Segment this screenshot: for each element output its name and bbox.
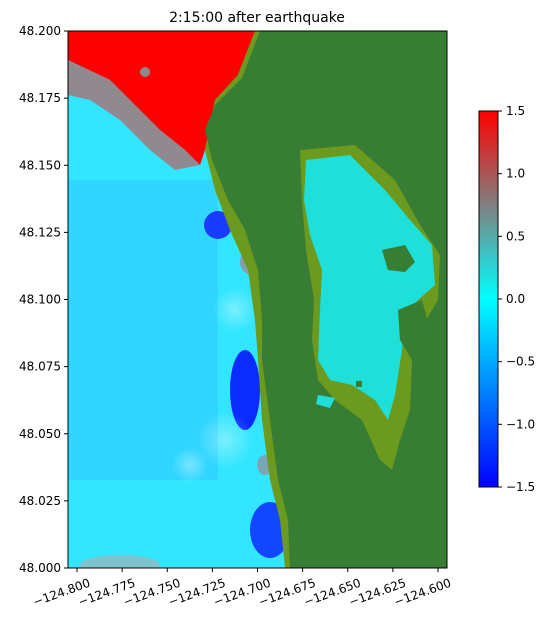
inland-channel: [316, 395, 335, 408]
y-tick-label: 48.150: [19, 158, 61, 172]
colorbar: −1.5 −1.0 −0.5 0.0 0.5 1.0 1.5: [478, 104, 535, 494]
colorbar-gradient: [478, 110, 499, 488]
colorbar-tick-label: 1.0: [506, 167, 525, 181]
southwest-tint: [80, 555, 160, 568]
grey-blob: [140, 67, 150, 77]
plot-area: [68, 31, 447, 568]
y-axis: 48.000 48.025 48.050 48.075 48.100 48.125 48.1…: [19, 24, 68, 575]
y-tick-label: 48.175: [19, 91, 61, 105]
y-tick-label: 48.000: [19, 561, 61, 575]
inland-island-2: [398, 300, 430, 360]
offshore-tint: [68, 180, 218, 480]
inland-water: [304, 155, 435, 420]
y-tick-label: 48.050: [19, 427, 61, 441]
chart-title: 2:15:00 after earthquake: [169, 10, 345, 26]
eddy-1: [197, 412, 253, 468]
colorbar-tick-label: 0.5: [506, 229, 525, 243]
negative-patch-upper: [204, 211, 232, 239]
colorbar-axis: −1.5 −1.0 −0.5 0.0 0.5 1.0 1.5: [498, 104, 535, 494]
colorbar-tick-label: −1.0: [506, 417, 535, 431]
y-tick-label: 48.200: [19, 24, 61, 38]
inland-island-3: [356, 381, 362, 387]
negative-patch-mid: [230, 350, 260, 430]
y-tick-label: 48.025: [19, 494, 61, 508]
colorbar-tick-label: 1.5: [506, 104, 525, 118]
colorbar-tick-label: −1.5: [506, 480, 535, 494]
inland-island-1: [382, 245, 415, 272]
y-tick-label: 48.125: [19, 225, 61, 239]
eddy-3: [172, 447, 208, 483]
y-tick-label: 48.100: [19, 293, 61, 307]
y-tick-label: 48.075: [19, 360, 61, 374]
eddy-2: [213, 288, 257, 332]
colorbar-tick-label: −0.5: [506, 355, 535, 369]
positive-fringe: [68, 60, 200, 170]
colorbar-tick-label: 0.0: [506, 292, 525, 306]
x-axis: −124.800−124.775−124.750−124.725−124.700…: [31, 568, 453, 609]
